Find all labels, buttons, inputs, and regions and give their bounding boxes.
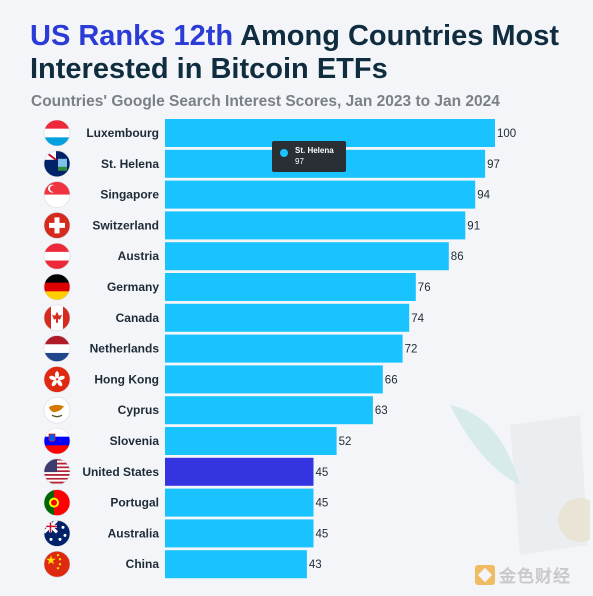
category-label: Cyprus: [118, 403, 160, 417]
watermark: 金色财经: [475, 562, 571, 587]
category-label: Hong Kong: [94, 372, 159, 386]
chart-title: US Ranks 12th Among Countries Most Inter…: [30, 20, 570, 86]
value-label: 74: [411, 313, 424, 325]
st-helena-flag-icon: [43, 150, 71, 178]
tooltip-value: 97: [295, 157, 304, 166]
value-label: 94: [477, 190, 490, 202]
value-label: 45: [316, 498, 329, 510]
bar-germany[interactable]: [165, 273, 416, 301]
cyprus-flag-icon: [43, 396, 71, 424]
category-label: Portugal: [110, 496, 159, 510]
value-label: 45: [316, 467, 329, 479]
value-label: 63: [375, 405, 388, 417]
tooltip-label: St. Helena: [295, 146, 334, 155]
category-label: Luxembourg: [86, 126, 159, 140]
bar-netherlands[interactable]: [165, 334, 403, 363]
value-label: 72: [405, 344, 418, 356]
portugal-flag-icon: [43, 489, 71, 516]
singapore-flag-icon: [43, 181, 71, 208]
netherlands-flag-icon: [43, 335, 71, 362]
title-highlight: US Ranks 12th: [30, 20, 234, 52]
category-label: Germany: [107, 280, 159, 294]
bar-hong-kong[interactable]: [165, 365, 383, 394]
hong-kong-flag-icon: [43, 366, 71, 393]
luxembourg-flag-icon: [43, 119, 71, 147]
bar-australia[interactable]: [165, 519, 314, 548]
canada-flag-icon: [43, 304, 71, 332]
tooltip-marker-icon: [280, 149, 288, 157]
bar-portugal[interactable]: [165, 488, 314, 517]
united-states-flag-icon: [43, 458, 71, 486]
category-label: Netherlands: [90, 342, 160, 356]
bitcoin-scroll-watermark-icon: [450, 405, 590, 555]
value-label: 45: [316, 528, 329, 540]
value-label: 86: [451, 251, 464, 263]
category-label: United States: [82, 465, 159, 479]
chart-subtitle: Countries' Google Search Interest Scores…: [31, 93, 500, 110]
value-label: 100: [497, 128, 516, 140]
category-label: Austria: [118, 249, 160, 263]
austria-flag-icon: [43, 242, 71, 270]
bar-cyprus[interactable]: [165, 396, 373, 425]
title-rest: Among Countries Most Interested in Bitco…: [30, 20, 560, 85]
australia-flag-icon: [43, 520, 71, 547]
value-label: 66: [385, 374, 398, 386]
value-label: 76: [418, 282, 431, 294]
value-label: 91: [467, 220, 480, 232]
value-label: 43: [309, 559, 322, 571]
value-label: 97: [487, 159, 500, 171]
bar-canada[interactable]: [165, 303, 410, 332]
switzerland-flag-icon: [43, 212, 71, 239]
bar-switzerland[interactable]: [165, 211, 466, 240]
jinse-logo-icon: [475, 564, 495, 585]
category-label: St. Helena: [101, 157, 159, 171]
slovenia-flag-icon: [43, 427, 71, 455]
category-label: Singapore: [100, 188, 159, 202]
bar-united-states[interactable]: [165, 457, 314, 486]
chart-tooltip: St. Helena 97: [272, 141, 346, 172]
category-label: China: [126, 557, 160, 571]
category-label: Slovenia: [110, 434, 160, 448]
category-label: Australia: [108, 526, 160, 540]
germany-flag-icon: [43, 273, 71, 301]
bar-singapore[interactable]: [165, 180, 476, 209]
bar-china[interactable]: [165, 550, 307, 579]
bar-austria[interactable]: [165, 242, 449, 271]
category-label: Canada: [116, 311, 160, 325]
category-label: Switzerland: [92, 218, 159, 232]
value-label: 52: [339, 436, 352, 448]
china-flag-icon: [43, 550, 71, 578]
watermark-text: 金色财经: [499, 567, 571, 586]
bar-slovenia[interactable]: [165, 427, 337, 455]
